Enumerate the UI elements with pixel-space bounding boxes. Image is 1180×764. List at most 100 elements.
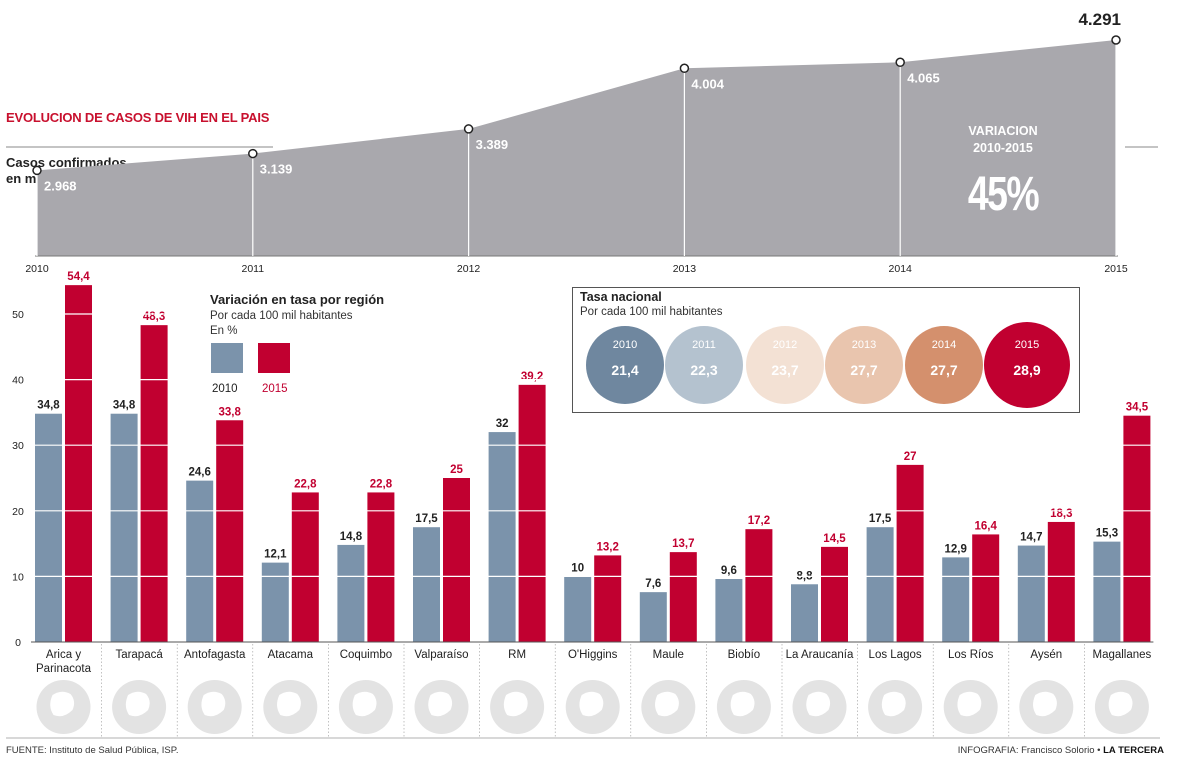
legend-swatch-2010 bbox=[211, 343, 243, 373]
region-map-shape bbox=[806, 691, 831, 717]
area-fill bbox=[37, 40, 1116, 256]
bar-2010 bbox=[110, 413, 138, 642]
national-bubble-year: 2014 bbox=[932, 339, 956, 351]
variation-label-line2: 2010-2015 bbox=[973, 141, 1033, 155]
national-bubble-value: 28,9 bbox=[1013, 362, 1040, 378]
bar-label-2015: 14,5 bbox=[823, 533, 846, 545]
area-point bbox=[895, 57, 905, 68]
legend-subtitle: Por cada 100 mil habitantes bbox=[210, 310, 353, 322]
bar-label-2015: 16,4 bbox=[975, 520, 998, 532]
legend-label-2015: 2015 bbox=[262, 383, 288, 395]
bar-2015 bbox=[518, 384, 546, 642]
bar-label-2015: 27 bbox=[904, 451, 917, 463]
bar-2015 bbox=[140, 325, 168, 642]
bar-label-2015: 54,4 bbox=[67, 271, 90, 283]
area-point bbox=[32, 165, 42, 176]
national-rate-title: Tasa nacional bbox=[580, 290, 662, 304]
category-label: Atacama bbox=[268, 649, 314, 661]
bar-label-2010: 17,5 bbox=[869, 513, 892, 525]
bar-label-2010: 12,1 bbox=[264, 549, 287, 561]
bar-2010 bbox=[261, 562, 289, 642]
bar-label-2010: 34,8 bbox=[37, 400, 60, 412]
area-point bbox=[1111, 35, 1121, 45]
national-bubble bbox=[746, 326, 824, 404]
y-tick-label: 50 bbox=[12, 309, 24, 321]
bar-label-2010: 24,6 bbox=[189, 467, 211, 479]
bar-2010 bbox=[791, 584, 818, 642]
bar-label-2015: 34,5 bbox=[1126, 402, 1149, 414]
bar-2010 bbox=[337, 544, 365, 642]
national-bubble-value: 22,3 bbox=[690, 362, 717, 378]
bar-label-2010: 10 bbox=[571, 562, 584, 574]
area-point bbox=[463, 124, 474, 134]
area-year-label: 2010 bbox=[25, 263, 49, 275]
credit-brand: LA TERCERA bbox=[1103, 745, 1164, 756]
national-bubble bbox=[825, 326, 903, 404]
bar-2010 bbox=[639, 592, 667, 642]
national-bubble-value: 21,4 bbox=[611, 362, 638, 378]
credit-note: INFOGRAFIA: Francisco Solorio • LA TERCE… bbox=[958, 745, 1164, 756]
bar-2010 bbox=[1017, 545, 1045, 642]
bar-label-2010: 9,6 bbox=[721, 565, 737, 577]
legend-unit: En % bbox=[210, 325, 238, 337]
bar-label-2015: 22,8 bbox=[370, 478, 393, 490]
region-map-shape bbox=[50, 691, 75, 717]
national-bubble-year: 2011 bbox=[692, 339, 716, 351]
bar-label-2010: 7,6 bbox=[645, 578, 661, 590]
national-bubble-value: 27,7 bbox=[930, 362, 957, 378]
y-tick-label: 0 bbox=[15, 637, 21, 649]
national-bubble-year: 2012 bbox=[773, 339, 797, 351]
area-value-label: 4.004 bbox=[691, 76, 724, 91]
region-map-shape bbox=[503, 691, 528, 717]
national-bubble bbox=[905, 326, 983, 404]
category-label: Tarapacá bbox=[115, 649, 163, 661]
bar-2015 bbox=[443, 478, 470, 642]
bar-label-2015: 33,8 bbox=[219, 406, 242, 418]
national-bubble-year: 2010 bbox=[613, 339, 637, 351]
bar-label-2010: 14,7 bbox=[1020, 532, 1042, 544]
category-label: Valparaíso bbox=[414, 649, 468, 661]
national-rate-subtitle: Por cada 100 mil habitantes bbox=[580, 306, 723, 318]
bar-2010 bbox=[186, 480, 214, 642]
region-map-shape bbox=[730, 691, 755, 717]
bar-2015 bbox=[1047, 521, 1075, 642]
region-map-shape bbox=[352, 691, 377, 717]
area-year-label: 2012 bbox=[457, 263, 481, 275]
area-value-label: 3.139 bbox=[260, 162, 293, 177]
bar-2015 bbox=[972, 534, 1000, 642]
bar-2015 bbox=[896, 464, 924, 642]
bar-label-2015: 48,3 bbox=[143, 311, 165, 323]
y-tick-label: 20 bbox=[12, 506, 24, 518]
legend-swatch-2015 bbox=[258, 343, 290, 373]
bar-label-2010: 32 bbox=[496, 418, 509, 430]
region-map-shape bbox=[579, 691, 604, 717]
category-label: Biobío bbox=[728, 649, 761, 661]
bar-2010 bbox=[942, 557, 970, 642]
bar-2010 bbox=[413, 527, 440, 642]
bar-2015 bbox=[291, 492, 319, 642]
bar-2010 bbox=[35, 413, 62, 642]
area-point bbox=[679, 63, 690, 74]
y-tick-label: 30 bbox=[12, 440, 24, 452]
region-map-shape bbox=[277, 691, 301, 717]
legend-label-2010: 2010 bbox=[212, 383, 238, 395]
legend-title: Variación en tasa por región bbox=[210, 292, 385, 307]
y-tick-label: 40 bbox=[12, 375, 24, 387]
national-bubble bbox=[984, 322, 1070, 408]
category-label: Coquimbo bbox=[340, 649, 392, 661]
national-rate-box bbox=[572, 287, 1080, 413]
bar-2010 bbox=[564, 576, 592, 642]
category-label: Antofagasta bbox=[184, 649, 246, 661]
bar-2015 bbox=[65, 285, 92, 642]
variation-callout: VARIACION 2010-2015 45% bbox=[968, 124, 1041, 221]
area-value-label: 4.291 bbox=[1078, 10, 1121, 29]
bar-2010 bbox=[488, 432, 516, 642]
bar-label-2015: 18,3 bbox=[1050, 508, 1072, 520]
bar-chart: 0 10 20 30 40 50 34,8 54,4 Arica y Parinacota 34,8… bbox=[12, 271, 1154, 737]
bar-label-2015: 22,8 bbox=[294, 478, 317, 490]
area-year-label: 2014 bbox=[889, 263, 913, 275]
category-label: Parinacota bbox=[36, 663, 92, 675]
bar-label-2015: 39,2 bbox=[521, 371, 543, 383]
bar-label-2015: 13,7 bbox=[672, 538, 694, 550]
